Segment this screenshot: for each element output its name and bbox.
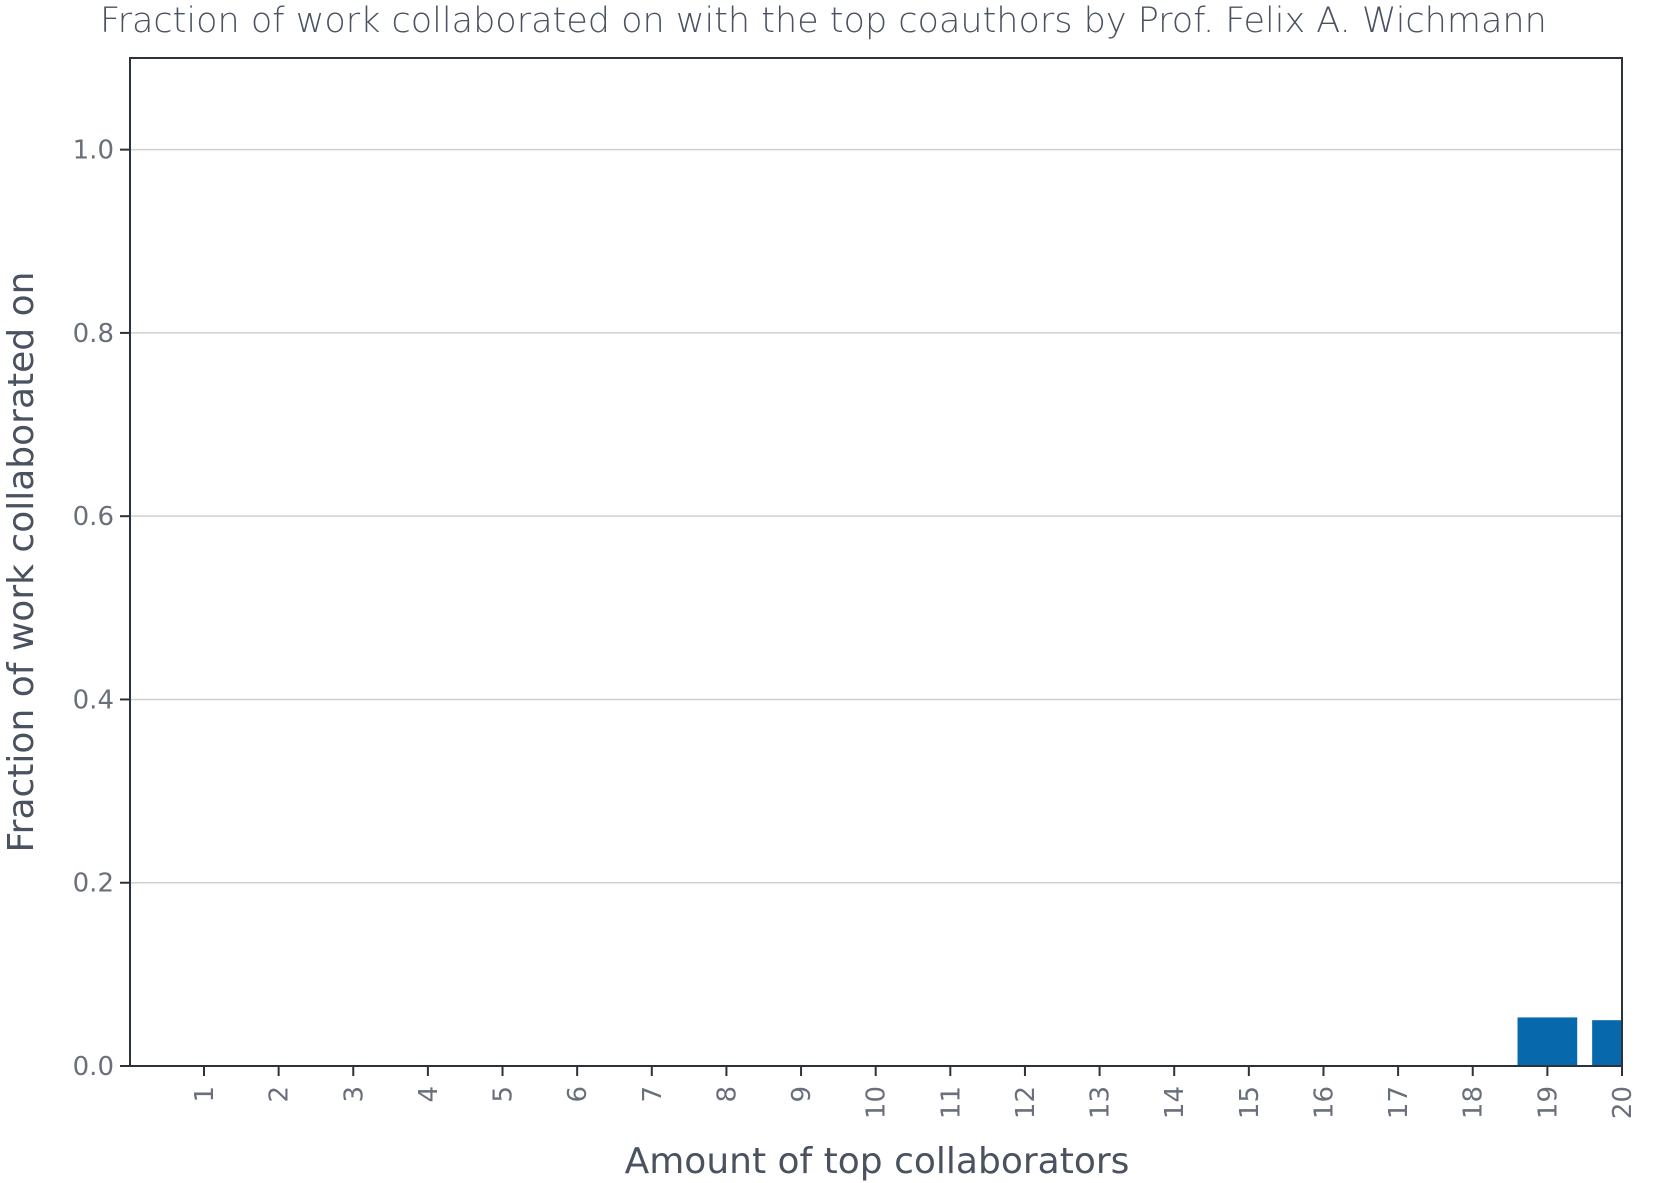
y-tick-label: 0.2 <box>73 869 114 899</box>
bar <box>1517 1017 1578 1066</box>
x-tick-label: 8 <box>712 1086 742 1103</box>
y-tick-label: 0.6 <box>73 502 114 532</box>
y-tick-label: 0.8 <box>73 319 114 349</box>
x-tick-label: 7 <box>638 1086 668 1103</box>
x-tick-label: 17 <box>1384 1086 1414 1119</box>
x-tick-label: 20 <box>1608 1086 1638 1119</box>
x-tick-label: 19 <box>1533 1086 1563 1119</box>
x-tick-label: 4 <box>414 1086 444 1103</box>
x-tick-label: 13 <box>1086 1086 1116 1119</box>
bars <box>1517 1017 1622 1066</box>
x-tick-label: 11 <box>936 1086 966 1119</box>
x-axis-label: Amount of top collaborators <box>625 1141 1130 1182</box>
x-tick-label: 12 <box>1011 1086 1041 1119</box>
y-axis-ticks: 0.0 0.2 0.4 0.6 0.8 1.0 <box>73 136 130 1082</box>
x-tick-label: 16 <box>1309 1086 1339 1119</box>
y-tick-label: 1.0 <box>73 136 114 166</box>
x-tick-label: 3 <box>339 1086 369 1103</box>
x-tick-label: 14 <box>1160 1086 1190 1119</box>
bar <box>1592 1020 1622 1066</box>
x-tick-label: 15 <box>1235 1086 1265 1119</box>
x-tick-label: 1 <box>190 1086 220 1103</box>
x-tick-label: 2 <box>265 1086 295 1103</box>
chart-title: Fraction of work collaborated on with th… <box>100 1 1547 41</box>
y-axis-label: Fraction of work collaborated on <box>1 272 42 853</box>
x-tick-label: 10 <box>862 1086 892 1119</box>
x-tick-label: 18 <box>1459 1086 1489 1119</box>
plot-frame <box>129 57 1623 1067</box>
x-axis-ticks: 1 2 3 4 5 6 7 8 9 10 11 12 13 14 15 16 17 18 19 20 <box>190 1066 1638 1119</box>
x-tick-label: 5 <box>489 1086 519 1103</box>
y-tick-label: 0.0 <box>73 1052 114 1082</box>
grid-lines <box>130 148 1622 884</box>
x-tick-label: 6 <box>563 1086 593 1103</box>
y-tick-label: 0.4 <box>73 685 114 715</box>
x-tick-label: 9 <box>787 1086 817 1103</box>
